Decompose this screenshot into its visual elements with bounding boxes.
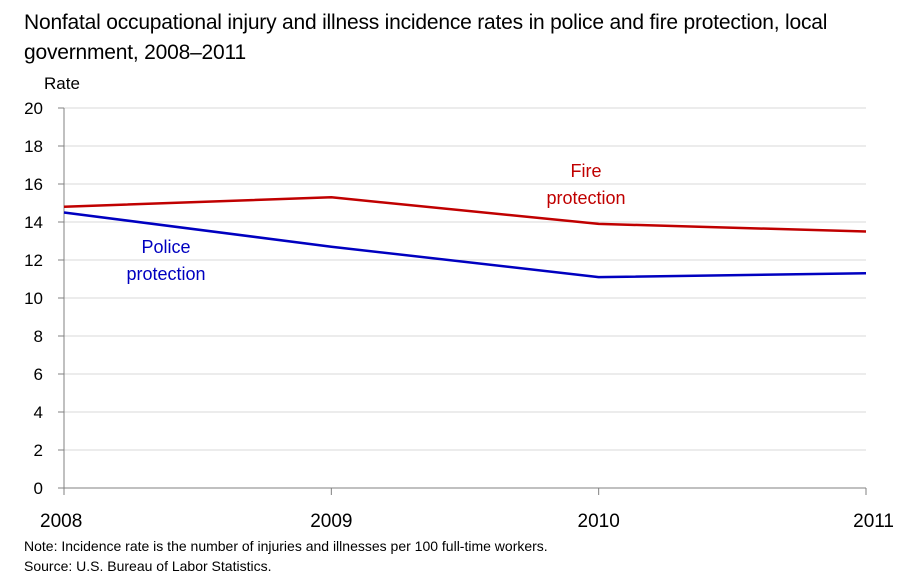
y-tick-label: 16	[24, 175, 43, 194]
y-tick-label: 6	[34, 365, 43, 384]
y-tick-label: 10	[24, 289, 43, 308]
x-tick-label: 2011	[853, 511, 894, 532]
axes: 0 2 4 6 8 10 12 14 16 18 20 2008 2009 2010 2011	[24, 99, 894, 532]
x-tick-label: 2008	[40, 511, 82, 532]
y-tick-label: 14	[24, 213, 43, 232]
series-lines	[63, 196, 867, 279]
y-tick-label: 18	[24, 137, 43, 156]
y-axis-label: Rate	[44, 74, 80, 93]
fire-protection-line	[63, 196, 867, 233]
y-tick-label: 12	[24, 251, 43, 270]
series-labels: Fire protection Police protection	[126, 161, 625, 284]
y-tick-label: 4	[34, 403, 43, 422]
chart-title: Nonfatal occupational injury and illness…	[24, 11, 828, 64]
chart-source: Source: U.S. Bureau of Labor Statistics.	[24, 558, 272, 574]
y-tick-label: 20	[24, 99, 43, 118]
gridlines	[64, 107, 866, 451]
x-tick-label: 2009	[310, 511, 352, 532]
y-tick-label: 2	[34, 441, 43, 460]
y-tick-label: 0	[34, 479, 43, 498]
y-tick-label: 8	[34, 327, 43, 346]
chart-note: Note: Incidence rate is the number of in…	[24, 538, 548, 554]
police-protection-line	[63, 211, 867, 279]
x-tick-label: 2010	[578, 511, 620, 532]
fire-protection-label: Fire protection	[546, 161, 625, 208]
police-protection-label: Police protection	[126, 237, 205, 284]
